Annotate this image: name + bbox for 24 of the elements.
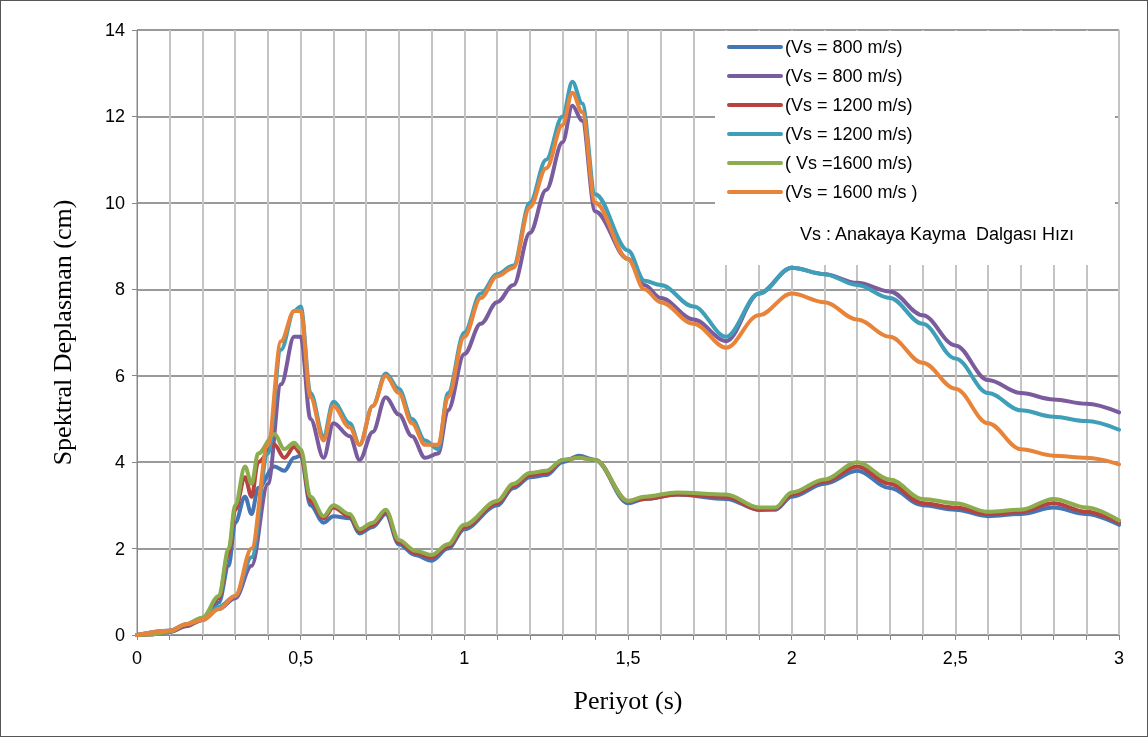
x-tick-label: 0 [131, 648, 143, 668]
y-tick-label: 4 [114, 452, 125, 473]
y-tick-label: 2 [114, 538, 125, 559]
annotation: Vs : Anakaya Kayma Dalgası Hızı [799, 224, 1075, 244]
legend-label: ( Vs =1600 m/s) [785, 153, 913, 173]
x-tick-label: 1 [459, 648, 470, 668]
legend-label: (Vs = 1600 m/s ) [785, 182, 918, 202]
x-tick-label: 2,5 [942, 648, 968, 668]
legend-label: (Vs = 800 m/s) [785, 66, 903, 86]
x-axis-title: Periyot (s) [573, 685, 683, 715]
y-tick-label: 6 [114, 365, 125, 386]
legend-label: (Vs = 1200 m/s) [785, 95, 913, 115]
legend-label: (Vs = 1200 m/s) [785, 124, 913, 144]
x-tick-label: 1,5 [615, 648, 641, 668]
x-tick-label: 3 [1113, 648, 1125, 668]
y-tick-label: 8 [114, 279, 125, 300]
legend-label: (Vs = 800 m/s) [785, 37, 903, 57]
y-axis-title: Spektral Deplasman (cm) [47, 199, 77, 466]
y-tick-label: 14 [104, 20, 125, 40]
y-tick-label: 10 [104, 192, 125, 213]
y-tick-label: 0 [114, 625, 125, 645]
x-tick-label: 2 [786, 648, 797, 668]
x-tick-label: 0,5 [288, 648, 314, 668]
y-tick-label: 12 [104, 106, 125, 127]
